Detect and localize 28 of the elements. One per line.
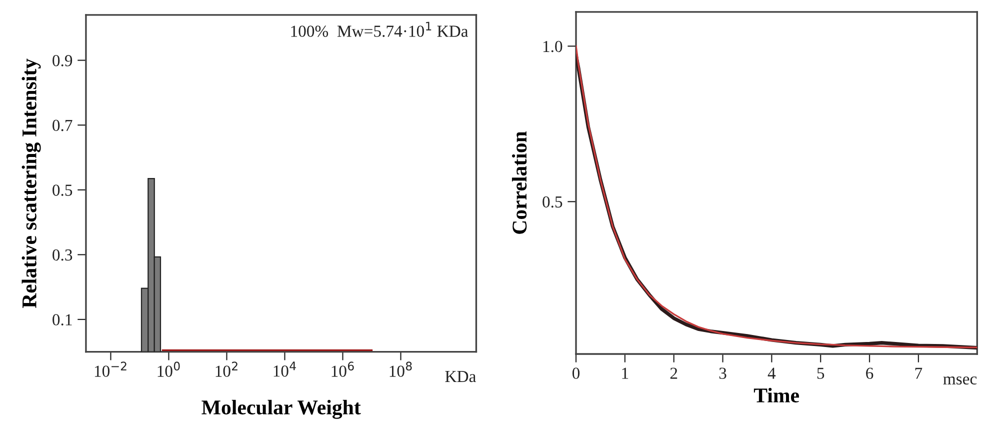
x-tick-label: 4 <box>768 368 776 379</box>
x-tick-label: 5 <box>817 368 824 379</box>
y-tick-label: 0.1 <box>52 314 72 326</box>
x-tick-label: 3 <box>719 368 726 379</box>
x-tick-label: 10$^{6}$ <box>332 362 354 377</box>
y-tick-label: 0.9 <box>52 54 72 66</box>
text: KDa <box>445 371 476 382</box>
x-tick-label: 10$^{−2}$ <box>94 362 126 377</box>
x-tick-label: 10$^{4}$ <box>274 362 296 377</box>
x-tick-label: 10$^{0}$ <box>158 362 180 377</box>
x-tick-label: 10$^{8}$ <box>390 362 412 377</box>
y-tick-label: 0.7 <box>52 120 72 132</box>
x-axis-title: Time <box>754 388 799 402</box>
text: msec <box>943 376 977 385</box>
y-tick-label: 1.0 <box>543 40 562 52</box>
x-tick-label: 7 <box>915 368 922 379</box>
y-axis-title: Relative scattering Intensity <box>22 58 41 308</box>
y-tick-label: 0.5 <box>52 184 72 196</box>
x-tick-label: 0 <box>572 368 580 379</box>
x-tick-label: 6 <box>866 368 874 379</box>
x-tick-label: 2 <box>670 368 678 379</box>
y-axis-title: Correlation <box>512 131 527 234</box>
x-tick-label: 1 <box>622 368 628 379</box>
y-tick-label: 0.3 <box>52 249 72 261</box>
annotation: 100% Mw=5.74·10$^{1}$ KDa <box>291 22 468 37</box>
x-axis-title: Molecular Weight <box>202 400 361 419</box>
y-tick-label: 0.5 <box>542 196 562 208</box>
x-tick-label: 10$^{2}$ <box>216 362 238 377</box>
